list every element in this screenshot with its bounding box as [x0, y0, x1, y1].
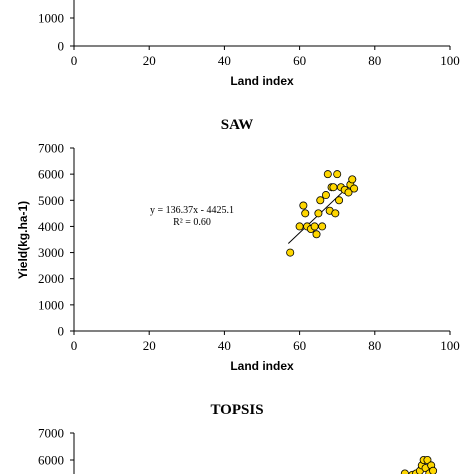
chart-title: TOPSIS [210, 402, 263, 418]
r-squared: R² = 0.60 [173, 217, 211, 228]
x-tick-label: 20 [143, 338, 156, 353]
y-tick-label: 0 [58, 39, 65, 54]
y-tick-label: 0 [58, 324, 65, 339]
y-tick-label: 1000 [38, 11, 64, 26]
data-point [310, 222, 319, 231]
x-tick-label: 40 [218, 338, 231, 353]
data-point [299, 201, 308, 210]
data-point [423, 455, 432, 464]
x-tick-label: 20 [143, 53, 156, 68]
data-point [316, 196, 325, 205]
data-point [295, 222, 304, 231]
data-point [323, 170, 332, 179]
y-tick-label: 4000 [38, 219, 64, 234]
x-axis-label: Land index [230, 74, 294, 88]
y-tick-label: 7000 [38, 141, 64, 156]
data-point [286, 248, 295, 257]
data-point [321, 191, 330, 200]
x-axis-label: Land index [230, 359, 294, 373]
data-point [350, 184, 359, 193]
x-tick-label: 80 [368, 338, 381, 353]
data-point [301, 209, 310, 218]
y-tick-label: 1000 [38, 297, 64, 312]
data-point [329, 183, 338, 192]
data-point [314, 209, 323, 218]
y-tick-label: 5000 [38, 193, 64, 208]
trend-equation: y = 136.37x - 4425.1 [150, 205, 234, 216]
data-point [312, 230, 321, 239]
x-tick-label: 80 [368, 53, 381, 68]
x-tick-label: 0 [71, 53, 78, 68]
chart-title: SAW [221, 117, 254, 133]
data-point [400, 469, 409, 474]
y-tick-label: 6000 [38, 453, 64, 468]
y-axis-label: Yield(kg.ha-1) [16, 201, 30, 279]
x-tick-label: 0 [71, 338, 78, 353]
x-tick-label: 40 [218, 53, 231, 68]
x-tick-label: 60 [293, 338, 306, 353]
data-point [335, 196, 344, 205]
data-point [331, 209, 340, 218]
y-tick-label: 7000 [38, 426, 64, 441]
x-tick-label: 60 [293, 53, 306, 68]
data-point [344, 188, 353, 197]
y-tick-label: 6000 [38, 167, 64, 182]
x-tick-label: 100 [440, 53, 460, 68]
data-point [318, 222, 327, 231]
panel-saw: SAW 0 1000 2000 3000 4000 5000 6000 7000 0 20 40 6… [16, 117, 460, 373]
y-tick-label: 2000 [38, 271, 64, 286]
x-tick-label: 100 [440, 338, 460, 353]
panel-topsis: TOPSIS 6000 7000 [38, 402, 438, 474]
panel-top: 0 1000 0 20 40 60 80 100 Land index [38, 0, 460, 88]
y-tick-label: 3000 [38, 245, 64, 260]
data-point [348, 175, 357, 184]
data-point [429, 466, 438, 474]
data-point [333, 170, 342, 179]
